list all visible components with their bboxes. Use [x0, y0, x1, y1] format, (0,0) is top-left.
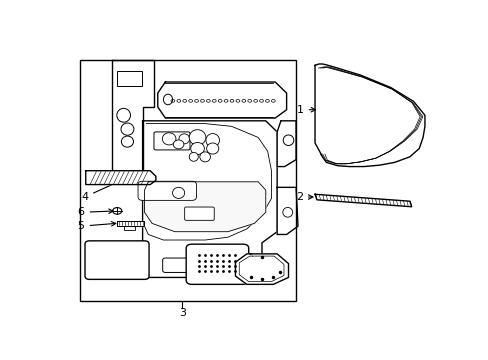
Polygon shape: [277, 121, 296, 167]
Ellipse shape: [173, 140, 183, 149]
FancyBboxPatch shape: [138, 181, 196, 201]
Ellipse shape: [200, 152, 210, 162]
Ellipse shape: [163, 94, 172, 105]
Text: 6: 6: [78, 207, 113, 217]
Ellipse shape: [179, 134, 189, 144]
Ellipse shape: [205, 134, 219, 147]
Ellipse shape: [162, 133, 176, 145]
Bar: [117, 71, 142, 86]
FancyBboxPatch shape: [184, 207, 214, 220]
Ellipse shape: [189, 130, 205, 145]
Text: 3: 3: [179, 309, 185, 319]
Ellipse shape: [282, 207, 292, 217]
Polygon shape: [277, 187, 297, 234]
FancyBboxPatch shape: [186, 244, 248, 284]
Polygon shape: [235, 254, 288, 284]
Polygon shape: [144, 182, 265, 232]
FancyBboxPatch shape: [154, 132, 189, 150]
FancyBboxPatch shape: [163, 258, 188, 273]
Ellipse shape: [283, 135, 293, 145]
Polygon shape: [112, 60, 154, 182]
Polygon shape: [314, 194, 411, 207]
Text: 1: 1: [296, 105, 315, 115]
Polygon shape: [117, 221, 144, 226]
Text: 5: 5: [78, 221, 116, 231]
Bar: [80, 60, 295, 301]
Ellipse shape: [189, 152, 198, 161]
FancyBboxPatch shape: [85, 241, 149, 279]
Polygon shape: [142, 121, 277, 278]
Ellipse shape: [190, 143, 204, 155]
Text: 4: 4: [81, 179, 123, 202]
Text: 2: 2: [295, 192, 312, 202]
Polygon shape: [314, 64, 424, 167]
Polygon shape: [85, 171, 156, 185]
Bar: [123, 226, 135, 230]
Polygon shape: [158, 82, 286, 118]
Ellipse shape: [206, 143, 218, 154]
Ellipse shape: [172, 187, 184, 198]
